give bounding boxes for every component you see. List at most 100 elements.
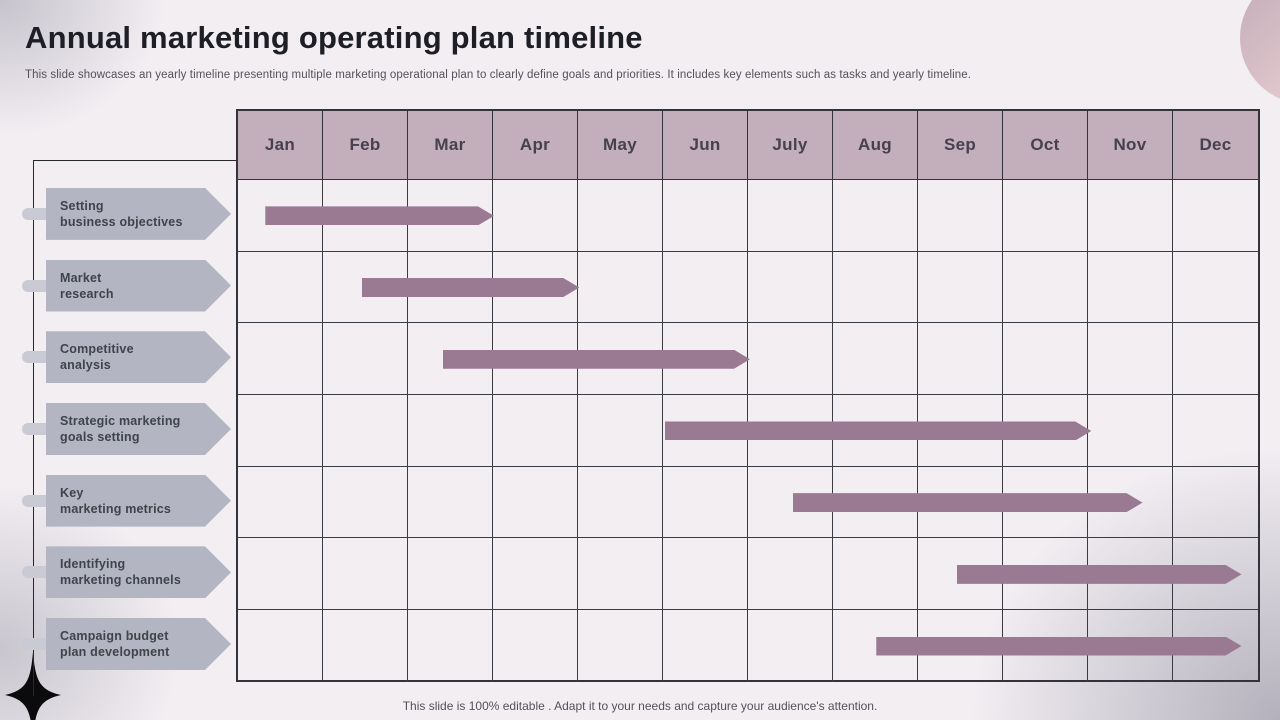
grid-cell	[323, 466, 408, 539]
slide-subtitle: This slide showcases an yearly timeline …	[25, 69, 972, 81]
grid-cell	[238, 251, 323, 324]
task-label-line1: Competitive	[60, 342, 134, 357]
grid-cell	[918, 323, 1003, 396]
gantt-bar	[265, 206, 494, 225]
grid-cell	[663, 610, 748, 682]
grid-cell	[493, 395, 578, 467]
grid-cell	[323, 610, 408, 682]
task-label-line2: research	[60, 286, 114, 301]
grid-cell	[578, 251, 663, 324]
decorative-circle	[1240, 0, 1280, 104]
task-label-line2: marketing metrics	[60, 501, 172, 516]
grid-cell	[1088, 251, 1173, 324]
slide-title: Annual marketing operating plan timeline	[25, 20, 643, 55]
task-label-line2: analysis	[60, 358, 111, 373]
task-label-line1: Strategic marketing	[60, 413, 181, 428]
grid-cell	[1088, 323, 1173, 396]
task-axis-horizontal-line	[33, 160, 236, 161]
gantt-bar	[443, 350, 750, 369]
grid-cell	[323, 323, 408, 396]
grid-cell	[323, 538, 408, 611]
month-header-cell-jun: Jun	[663, 111, 748, 180]
task-label-chevron: Campaign budget plan development	[46, 618, 231, 670]
task-label-chevron: Market research	[46, 260, 231, 312]
task-label-line1: Market	[60, 270, 102, 285]
gantt-bar	[665, 421, 1092, 440]
gantt-table: Jan Feb Mar Apr May Jun July Aug Sep Oct Nov Dec	[236, 109, 1260, 682]
grid-cell	[1088, 180, 1173, 252]
grid-cell	[238, 610, 323, 682]
grid-cell	[1173, 323, 1258, 396]
task-label-chevron: Setting business objectives	[46, 188, 231, 240]
month-header-cell-apr: Apr	[493, 111, 578, 180]
grid-cell	[493, 538, 578, 611]
gantt-grid-body	[238, 180, 1258, 682]
task-label-line1: Key	[60, 485, 84, 500]
grid-cell	[1003, 323, 1088, 396]
gantt-bars-layer	[238, 180, 1258, 682]
grid-cell	[1173, 395, 1258, 467]
grid-cell	[748, 610, 833, 682]
grid-cell	[323, 395, 408, 467]
grid-cell	[493, 180, 578, 252]
grid-cell	[748, 323, 833, 396]
grid-cell	[833, 251, 918, 324]
grid-cell	[663, 538, 748, 611]
grid-cell	[408, 610, 493, 682]
month-header-cell-sep: Sep	[918, 111, 1003, 180]
month-header-cell-mar: Mar	[408, 111, 493, 180]
month-header-cell-feb: Feb	[323, 111, 408, 180]
grid-cell	[833, 180, 918, 252]
grid-cell	[578, 538, 663, 611]
grid-row	[238, 251, 1258, 324]
grid-row	[238, 323, 1258, 396]
task-label-line2: business objectives	[60, 214, 183, 229]
task-label-line2: goals setting	[60, 429, 140, 444]
month-header-cell-nov: Nov	[1088, 111, 1173, 180]
grid-cell	[408, 466, 493, 539]
grid-cell	[663, 251, 748, 324]
grid-cell	[918, 180, 1003, 252]
task-label-chevron: Key marketing metrics	[46, 475, 231, 527]
grid-cell	[238, 323, 323, 396]
grid-cell	[578, 610, 663, 682]
task-label-line1: Campaign budget	[60, 629, 169, 644]
task-label-line1: Identifying	[60, 557, 126, 572]
grid-cell	[238, 395, 323, 467]
month-header-cell-july: July	[748, 111, 833, 180]
task-label-chevron: Strategic marketing goals setting	[46, 403, 231, 455]
grid-cell	[748, 251, 833, 324]
grid-cell	[1173, 467, 1258, 539]
footer-note: This slide is 100% editable . Adapt it t…	[402, 699, 878, 713]
gantt-bar	[876, 637, 1241, 656]
grid-cell	[578, 395, 663, 467]
grid-cell	[663, 180, 748, 252]
month-header-cell-oct: Oct	[1003, 111, 1088, 180]
month-header-cell-aug: Aug	[833, 111, 918, 180]
grid-cell	[918, 251, 1003, 324]
task-label-chevron: Identifying marketing channels	[46, 546, 231, 598]
grid-cell	[1173, 252, 1258, 324]
grid-cell	[238, 538, 323, 611]
grid-cell	[833, 323, 918, 396]
grid-cell	[578, 466, 663, 539]
grid-cell	[1088, 395, 1173, 467]
grid-cell	[408, 538, 493, 611]
month-header-cell-jan: Jan	[238, 111, 323, 180]
grid-cell	[833, 538, 918, 611]
grid-cell	[408, 395, 493, 467]
gantt-bar	[793, 493, 1143, 512]
grid-cell	[1088, 466, 1173, 539]
grid-cell	[1003, 251, 1088, 324]
month-header-row: Jan Feb Mar Apr May Jun July Aug Sep Oct Nov Dec	[238, 111, 1258, 180]
task-label-line2: plan development	[60, 645, 170, 660]
grid-cell	[493, 466, 578, 539]
task-label-line1: Setting	[60, 198, 104, 213]
grid-cell	[1173, 538, 1258, 611]
gantt-grid-rows	[238, 180, 1258, 682]
grid-cell	[1173, 180, 1258, 252]
grid-cell	[748, 538, 833, 611]
month-header-cell-dec: Dec	[1173, 111, 1258, 180]
task-label-line2: marketing channels	[60, 573, 182, 588]
